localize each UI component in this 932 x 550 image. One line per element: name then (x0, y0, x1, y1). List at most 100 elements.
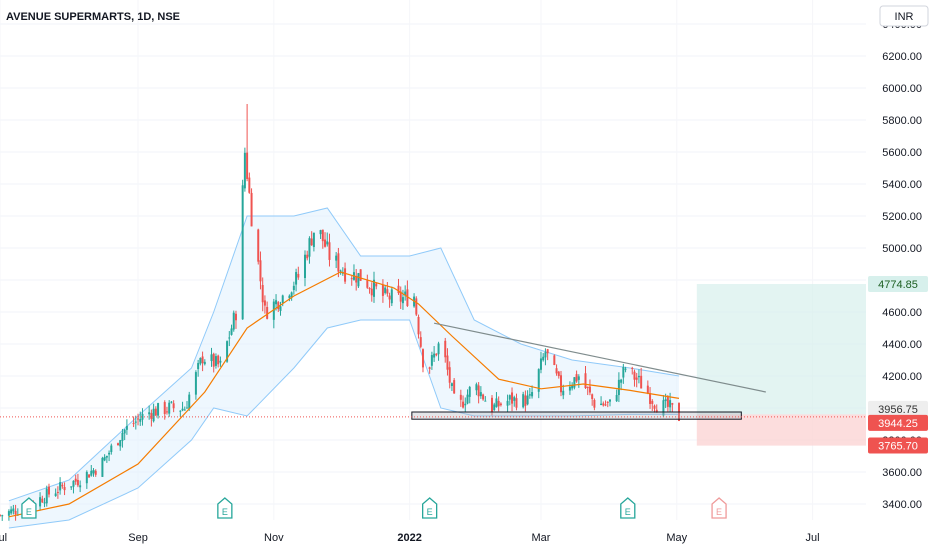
candle-body (355, 275, 358, 283)
candle-body (622, 366, 625, 378)
candle-body (608, 399, 611, 402)
candle-body (59, 482, 62, 491)
candle-body (279, 306, 282, 311)
candle-body (655, 409, 658, 413)
candle-body (14, 510, 17, 515)
candle-body (39, 497, 42, 507)
candle-body (497, 400, 500, 407)
candle-body (263, 300, 266, 306)
candle-body (526, 395, 529, 405)
earnings-event-icon[interactable]: E (21, 497, 37, 519)
candle-body (199, 358, 202, 364)
candle-body (108, 452, 111, 455)
candle-body (290, 292, 293, 298)
candle-body (121, 432, 124, 441)
candle-body (303, 254, 306, 279)
earnings-badge (217, 497, 233, 519)
y-tick-label: 5600.00 (882, 147, 922, 159)
candle-body (495, 398, 498, 408)
candle-body (150, 413, 153, 419)
candle-body (168, 402, 171, 414)
x-tick-label: Sep (128, 532, 148, 544)
candle-body (664, 399, 667, 402)
candle-body (370, 288, 373, 296)
candle-body (544, 352, 547, 358)
candle-body (637, 375, 640, 378)
candle-body (297, 273, 300, 278)
y-tick-label: 6000.00 (882, 83, 922, 95)
candle-body (464, 403, 467, 406)
earnings-label: E (26, 507, 32, 517)
candle-body (232, 312, 235, 330)
candle-body (292, 285, 295, 290)
candle-body (277, 302, 280, 310)
candle-body (450, 383, 453, 387)
candle-body (542, 356, 545, 361)
bollinger-band-fill (8, 208, 679, 528)
candle-body (306, 254, 309, 259)
candle-body (381, 284, 384, 296)
candle-body (631, 367, 634, 369)
price-label: 3765.70 (878, 440, 918, 452)
candle-body (54, 493, 57, 496)
candle-body (620, 379, 623, 383)
candle-body (125, 426, 128, 430)
earnings-event-icon[interactable]: E (711, 497, 727, 519)
candle-body (435, 353, 438, 356)
candle-body (419, 337, 422, 347)
candle-body (453, 380, 456, 394)
candle-body (188, 394, 191, 410)
candle-body (0, 514, 1, 516)
candle-body (212, 353, 215, 367)
candle-body (513, 397, 516, 401)
earnings-event-icon[interactable]: E (217, 497, 233, 519)
candle-body (557, 371, 560, 377)
candle-body (577, 376, 580, 380)
x-tick-label: 2022 (397, 532, 421, 544)
candle-body (1, 515, 4, 517)
candle-body (137, 418, 140, 420)
earnings-event-icon[interactable]: E (422, 497, 438, 519)
candle-body (94, 470, 97, 475)
support-box (411, 411, 742, 420)
candle-body (586, 386, 589, 389)
candle-body (646, 385, 649, 394)
candle-body (560, 375, 563, 393)
candle-body (214, 356, 217, 366)
candle-body (259, 260, 262, 282)
candle-body (428, 367, 431, 369)
candle-body (446, 355, 449, 370)
candle-body (466, 394, 469, 404)
y-tick-label: 4200.00 (882, 371, 922, 383)
candle-body (368, 287, 371, 290)
candle-body (606, 401, 609, 403)
candle-body (640, 375, 643, 389)
bollinger-lower-line (8, 319, 679, 529)
price-label: 4774.85 (878, 279, 918, 291)
earnings-badge (422, 497, 438, 519)
candle-body (524, 395, 527, 406)
candle-body (61, 484, 64, 487)
candle-body (45, 488, 48, 504)
earnings-event-icon[interactable]: E (620, 497, 636, 519)
candle-body (404, 291, 407, 296)
candle-body (671, 403, 674, 405)
candle-body (141, 413, 144, 420)
candle-body (493, 404, 496, 410)
y-tick-label: 5000.00 (882, 243, 922, 255)
candle-body (56, 491, 59, 493)
candle-body (228, 337, 231, 339)
y-tick-label: 5400.00 (882, 179, 922, 191)
candle-body (170, 401, 173, 403)
candle-body (12, 508, 15, 512)
candle-body (79, 485, 82, 488)
y-tick-label: 5800.00 (882, 115, 922, 127)
candle-body (210, 354, 213, 362)
x-tick-label: May (666, 532, 687, 544)
y-tick-label: 4600.00 (882, 307, 922, 319)
candle-body (248, 177, 251, 193)
currency-button[interactable]: INR (879, 5, 929, 27)
candle-body (666, 397, 669, 407)
y-tick-label: 6200.00 (882, 51, 922, 63)
